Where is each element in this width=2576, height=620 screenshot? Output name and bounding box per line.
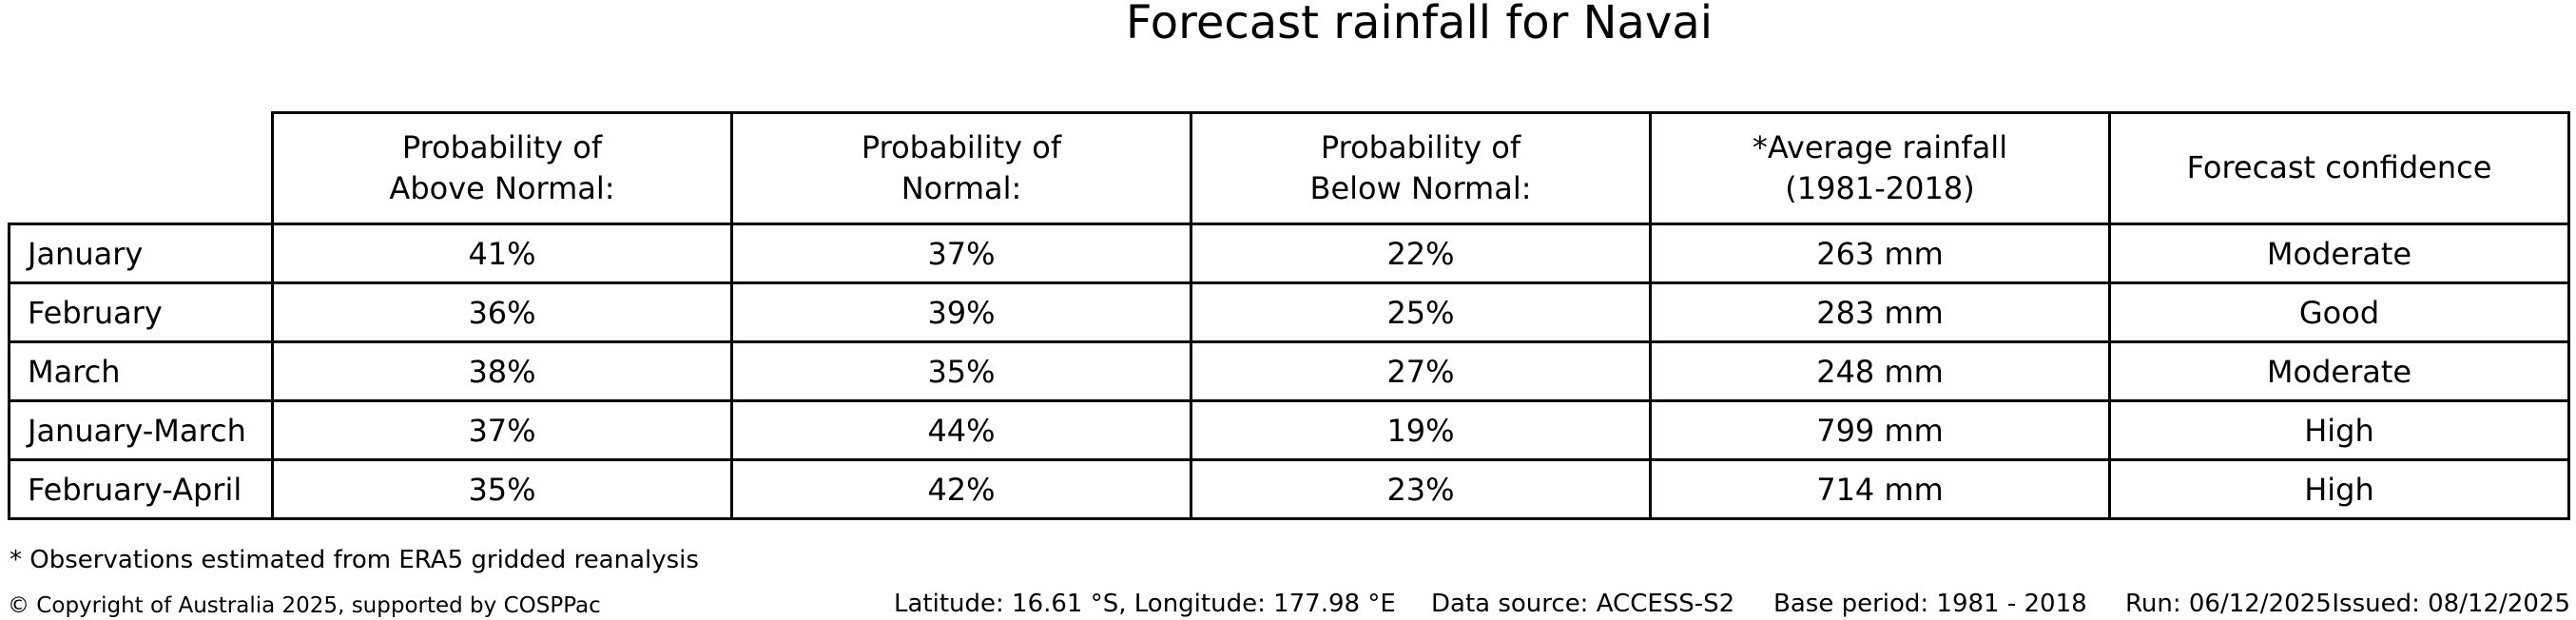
forecast-table: Probability of Above Normal: Probability… bbox=[8, 111, 2570, 520]
prob-below-cell: 27% bbox=[1190, 340, 1652, 402]
header-average-rainfall: *Average rainfall (1981-2018) bbox=[1649, 111, 2111, 225]
table-row-february-april: February-April 35% 42% 23% 714 mm High bbox=[8, 458, 2570, 520]
header-prob-normal: Probability of Normal: bbox=[730, 111, 1192, 225]
table-row-march: March 38% 35% 27% 248 mm Moderate bbox=[8, 340, 2570, 402]
table-row-february: February 36% 39% 25% 283 mm Good bbox=[8, 281, 2570, 343]
base-period-text: Base period: 1981 - 2018 bbox=[1773, 590, 2087, 618]
confidence-cell: Good bbox=[2108, 281, 2570, 343]
avg-rainfall-cell: 283 mm bbox=[1649, 281, 2111, 343]
prob-below-cell: 23% bbox=[1190, 458, 1652, 520]
data-source-text: Data source: ACCESS-S2 bbox=[1431, 590, 1735, 618]
prob-above-cell: 41% bbox=[271, 223, 733, 284]
table-row-january: January 41% 37% 22% 263 mm Moderate bbox=[8, 223, 2570, 284]
copyright-text: © Copyright of Australia 2025, supported… bbox=[8, 593, 601, 618]
confidence-cell: Moderate bbox=[2108, 340, 2570, 402]
prob-below-cell: 25% bbox=[1190, 281, 1652, 343]
prob-normal-cell: 39% bbox=[730, 281, 1192, 343]
observations-footnote: * Observations estimated from ERA5 gridd… bbox=[10, 546, 699, 574]
avg-rainfall-cell: 799 mm bbox=[1649, 399, 2111, 461]
header-forecast-confidence: Forecast confidence bbox=[2108, 111, 2570, 225]
run-date-text: Run: 06/12/2025 bbox=[2125, 590, 2332, 618]
prob-above-cell: 36% bbox=[271, 281, 733, 343]
row-label: January bbox=[8, 223, 274, 284]
row-label: February bbox=[8, 281, 274, 343]
header-prob-above-normal: Probability of Above Normal: bbox=[271, 111, 733, 225]
latitude-longitude-text: Latitude: 16.61 °S, Longitude: 177.98 °E bbox=[894, 590, 1396, 618]
row-label: February-April bbox=[8, 458, 274, 520]
table-row-january-march: January-March 37% 44% 19% 799 mm High bbox=[8, 399, 2570, 461]
prob-below-cell: 19% bbox=[1190, 399, 1652, 461]
avg-rainfall-cell: 248 mm bbox=[1649, 340, 2111, 402]
figure-title: Forecast rainfall for Navai bbox=[1125, 0, 1714, 49]
prob-normal-cell: 44% bbox=[730, 399, 1192, 461]
header-empty-cell bbox=[10, 113, 273, 224]
avg-rainfall-cell: 714 mm bbox=[1649, 458, 2111, 520]
confidence-cell: Moderate bbox=[2108, 223, 2570, 284]
prob-above-cell: 35% bbox=[271, 458, 733, 520]
header-row: Probability of Above Normal: Probability… bbox=[10, 111, 2570, 225]
prob-below-cell: 22% bbox=[1190, 223, 1652, 284]
prob-normal-cell: 42% bbox=[730, 458, 1192, 520]
prob-normal-cell: 37% bbox=[730, 223, 1192, 284]
prob-normal-cell: 35% bbox=[730, 340, 1192, 402]
prob-above-cell: 37% bbox=[271, 399, 733, 461]
row-label: January-March bbox=[8, 399, 274, 461]
avg-rainfall-cell: 263 mm bbox=[1649, 223, 2111, 284]
confidence-cell: High bbox=[2108, 399, 2570, 461]
confidence-cell: High bbox=[2108, 458, 2570, 520]
prob-above-cell: 38% bbox=[271, 340, 733, 402]
row-label: March bbox=[8, 340, 274, 402]
issued-date-text: Issued: 08/12/2025 bbox=[2332, 590, 2570, 618]
header-prob-below-normal: Probability of Below Normal: bbox=[1190, 111, 1652, 225]
